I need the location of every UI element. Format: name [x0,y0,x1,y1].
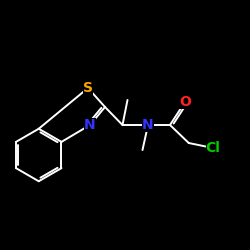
Text: N: N [84,118,96,132]
Text: Cl: Cl [206,141,220,155]
Text: N: N [142,118,154,132]
Text: O: O [179,95,191,109]
Text: S: S [83,81,93,95]
